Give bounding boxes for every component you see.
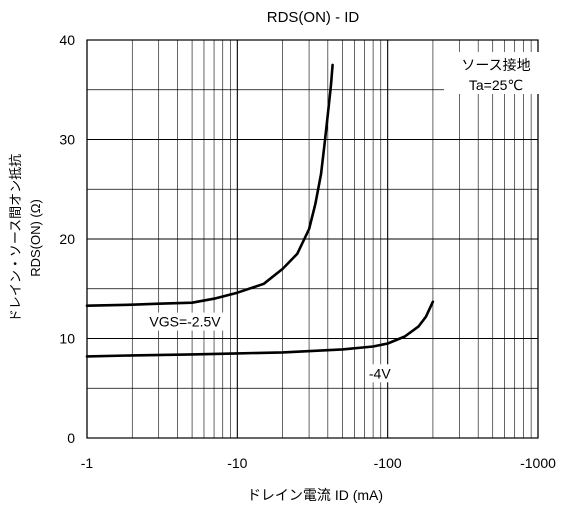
y-tick-label: 30 <box>59 132 75 148</box>
series-line-1 <box>85 63 334 308</box>
series-labels: VGS=-2.5V -4V <box>146 312 396 383</box>
x-tick-label: -1 <box>81 455 94 471</box>
x-tick-label: -1000 <box>520 455 556 471</box>
series-label: -4V <box>369 365 391 381</box>
x-tick-label: -10 <box>227 455 247 471</box>
y-tick-label: 40 <box>59 32 75 48</box>
tick-labels: -1 -10 -100 -1000 0 10 20 30 40 <box>59 32 556 471</box>
annotation-background <box>444 52 544 94</box>
y-axis-label-line-2: RDS(ON) (Ω) <box>28 199 43 277</box>
series-layer <box>85 63 435 358</box>
plot-frame <box>86 39 539 439</box>
series-line-2 <box>85 300 435 358</box>
series-label-background <box>365 364 396 383</box>
annotation-box: ソース接地 Ta=25℃ <box>444 52 544 94</box>
y-tick-label: 0 <box>67 430 75 446</box>
x-tick-label: -100 <box>374 455 402 471</box>
grid <box>86 40 539 438</box>
annotation-line-2: Ta=25℃ <box>469 77 523 93</box>
y-tick-label: 20 <box>59 231 75 247</box>
x-axis-label: ドレイン電流 ID (mA) <box>247 487 383 503</box>
series-label-background <box>146 312 225 331</box>
annotation-line-1: ソース接地 <box>461 57 530 73</box>
series-label: VGS=-2.5V <box>149 314 221 330</box>
y-axis-label-line-1: ドレイン・ソース間オン抵抗 <box>8 154 23 322</box>
y-tick-label: 10 <box>59 331 75 347</box>
chart-title: RDS(ON) - ID <box>267 9 360 26</box>
